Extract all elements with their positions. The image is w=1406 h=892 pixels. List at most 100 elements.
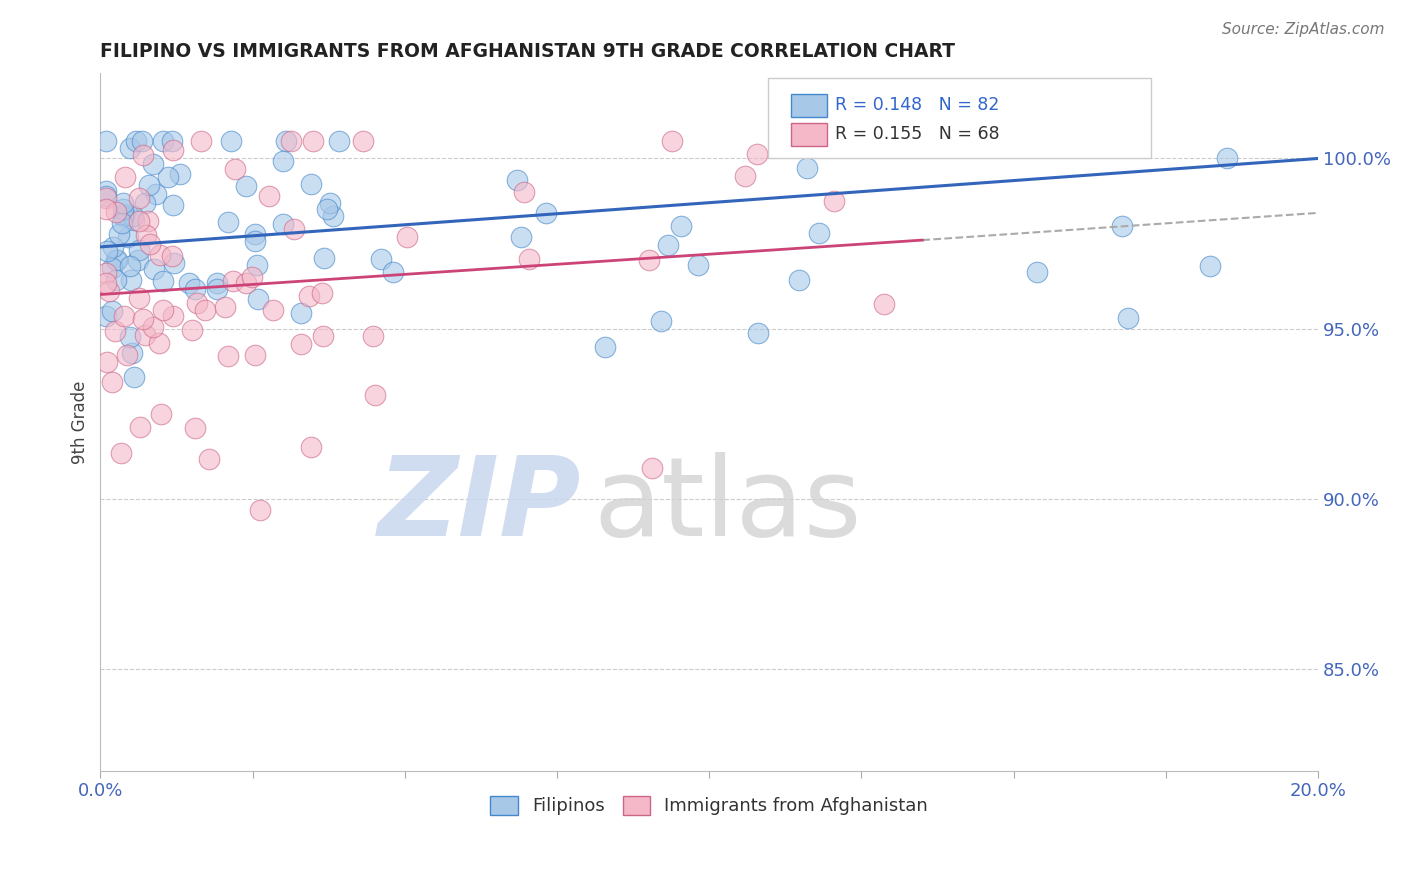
Point — [152, 274, 174, 288]
Point — [118, 141, 141, 155]
Point — [96, 309, 118, 323]
Point — [152, 303, 174, 318]
Point — [96, 276, 118, 290]
Point — [135, 227, 157, 242]
Point — [298, 289, 321, 303]
Text: atlas: atlas — [593, 452, 862, 559]
Y-axis label: 9th Grade: 9th Grade — [72, 380, 89, 464]
Point — [115, 347, 138, 361]
Point — [120, 273, 142, 287]
Point — [114, 169, 136, 184]
Point — [1116, 311, 1139, 326]
Point — [131, 148, 153, 162]
Point — [1199, 260, 1222, 274]
Point — [112, 207, 135, 221]
Point — [125, 135, 148, 149]
Point — [247, 292, 270, 306]
Point — [316, 202, 339, 217]
Point — [143, 261, 166, 276]
Point — [240, 270, 263, 285]
Point — [132, 311, 155, 326]
Point — [217, 215, 239, 229]
Point — [207, 276, 229, 290]
Point — [290, 306, 312, 320]
Point — [328, 135, 350, 149]
Point — [322, 210, 344, 224]
Point — [96, 191, 118, 205]
Point — [276, 135, 298, 149]
Point — [299, 441, 322, 455]
Point — [222, 274, 245, 288]
FancyBboxPatch shape — [790, 123, 827, 146]
Point — [117, 229, 139, 244]
Point — [505, 172, 527, 186]
Point — [122, 210, 145, 224]
Point — [382, 265, 405, 279]
Point — [162, 143, 184, 157]
Point — [127, 253, 149, 268]
Point — [184, 281, 207, 295]
Point — [128, 243, 150, 257]
Point — [145, 186, 167, 201]
Point — [657, 238, 679, 252]
Point — [235, 276, 257, 290]
Point — [243, 235, 266, 249]
Point — [128, 420, 150, 434]
Point — [319, 196, 342, 211]
Point — [128, 191, 150, 205]
Text: R = 0.148   N = 82: R = 0.148 N = 82 — [835, 95, 1000, 114]
Point — [396, 230, 419, 244]
Point — [290, 336, 312, 351]
Point — [370, 252, 392, 266]
FancyBboxPatch shape — [768, 78, 1152, 159]
Point — [111, 202, 134, 216]
Point — [162, 309, 184, 323]
Point — [104, 253, 127, 268]
Point — [101, 240, 124, 254]
Point — [136, 213, 159, 227]
Point — [180, 323, 202, 337]
Legend: Filipinos, Immigrants from Afghanistan: Filipinos, Immigrants from Afghanistan — [481, 787, 936, 824]
Text: FILIPINO VS IMMIGRANTS FROM AFGHANISTAN 9TH GRADE CORRELATION CHART: FILIPINO VS IMMIGRANTS FROM AFGHANISTAN … — [100, 42, 955, 61]
Point — [747, 326, 769, 341]
Point — [160, 135, 183, 149]
Point — [243, 227, 266, 241]
Point — [149, 248, 172, 262]
Point — [96, 185, 118, 199]
Point — [96, 189, 118, 203]
Point — [177, 276, 200, 290]
Point — [112, 309, 135, 323]
Point — [96, 266, 118, 280]
Point — [96, 202, 118, 216]
Point — [190, 135, 212, 149]
Point — [184, 421, 207, 435]
Point — [128, 291, 150, 305]
Point — [364, 388, 387, 402]
Point — [283, 222, 305, 236]
Point — [198, 451, 221, 466]
Point — [105, 205, 128, 219]
Point — [246, 258, 269, 272]
Point — [219, 135, 242, 149]
Point — [134, 327, 156, 342]
Point — [122, 370, 145, 384]
Point — [150, 407, 173, 421]
Text: Source: ZipAtlas.com: Source: ZipAtlas.com — [1222, 22, 1385, 37]
Point — [734, 169, 756, 183]
Point — [162, 198, 184, 212]
Point — [121, 345, 143, 359]
Point — [807, 226, 830, 240]
Point — [107, 227, 129, 241]
Point — [873, 297, 896, 311]
Point — [101, 261, 124, 276]
Point — [134, 195, 156, 210]
Point — [271, 217, 294, 231]
Point — [534, 206, 557, 220]
Point — [98, 284, 121, 298]
Point — [104, 324, 127, 338]
Point — [271, 154, 294, 169]
Text: ZIP: ZIP — [378, 452, 581, 559]
Point — [796, 161, 818, 175]
Point — [152, 135, 174, 149]
Point — [280, 135, 302, 149]
